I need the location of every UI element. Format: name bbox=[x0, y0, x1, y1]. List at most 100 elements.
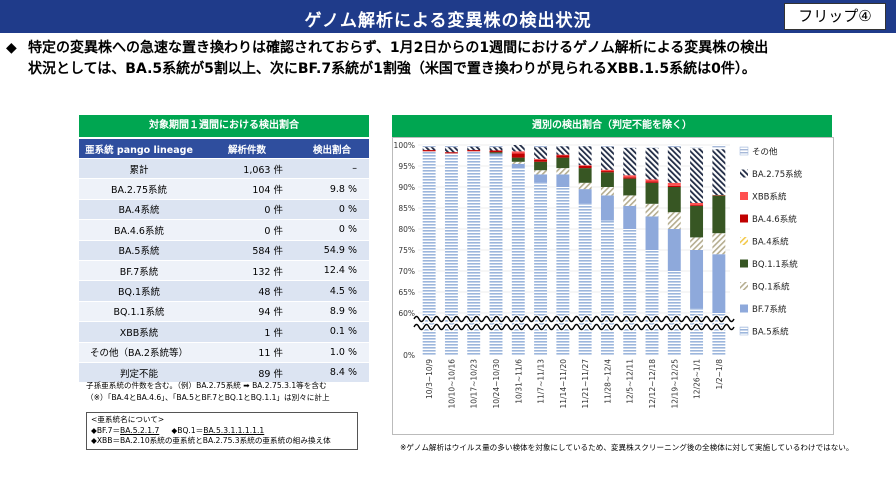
cell-count: 48 件 bbox=[199, 280, 295, 302]
bar-segment bbox=[444, 153, 458, 355]
bar-segment bbox=[556, 174, 570, 187]
x-tick-label: 10/31~11/6 bbox=[514, 359, 523, 404]
bar-segment bbox=[578, 203, 592, 355]
diamond-bullet-icon: ◆ bbox=[6, 40, 17, 56]
bar-segment bbox=[534, 174, 548, 183]
bar-segment bbox=[534, 159, 548, 162]
cell-lineage: BQ.1.1系統 bbox=[79, 300, 199, 322]
table-row: BA.2.75系統 104 件 9.8 % bbox=[79, 178, 369, 200]
legend-label: BF.7系統 bbox=[752, 304, 787, 315]
cell-ratio: 0.1 % bbox=[295, 321, 369, 343]
cell-ratio: 12.4 % bbox=[295, 259, 369, 281]
bar-segment bbox=[578, 189, 592, 204]
table-row: BA.5系統 584 件 54.9 % bbox=[79, 239, 369, 261]
legend-swatch bbox=[740, 237, 748, 245]
bar-segment bbox=[467, 150, 481, 152]
bar-segment bbox=[511, 163, 525, 169]
page-title: ゲノム解析による変異株の検出状況 bbox=[304, 11, 592, 31]
cell-count: 0 件 bbox=[199, 198, 295, 220]
bar-segment bbox=[600, 145, 614, 147]
bar-segment bbox=[578, 168, 592, 183]
bar-segment bbox=[556, 168, 570, 175]
legend-label: BQ.1系統 bbox=[752, 282, 790, 293]
bar-segment bbox=[534, 145, 548, 148]
col-header-lineage: 亜系統 pango lineage bbox=[79, 139, 199, 159]
bar-segment bbox=[511, 157, 525, 162]
legend-label: BQ.1.1系統 bbox=[752, 259, 798, 270]
y-tick-label: 100% bbox=[394, 141, 415, 150]
bar-segment bbox=[489, 155, 503, 355]
bar-segment bbox=[600, 195, 614, 221]
x-tick-label: 11/7~11/13 bbox=[537, 359, 546, 404]
bar-segment bbox=[690, 250, 704, 309]
bar-segment bbox=[422, 150, 436, 152]
bar-segment bbox=[489, 152, 503, 154]
cell-count: 1,063 件 bbox=[199, 157, 295, 179]
bar-segment bbox=[645, 179, 659, 182]
bar-segment bbox=[712, 149, 726, 195]
bar-segment bbox=[534, 182, 548, 355]
y-tick-label: 0% bbox=[403, 351, 415, 360]
flip-label: フリップ④ bbox=[784, 3, 886, 30]
x-tick-label: 12/5~12/11 bbox=[626, 359, 635, 404]
lineage-name-box: <亜系統名について> ◆BF.7＝BA.5.2.1.7 ◆BQ.1＝BA.5.3… bbox=[86, 412, 358, 450]
bar-segment bbox=[511, 168, 525, 355]
bar-segment bbox=[556, 154, 570, 156]
x-tick-label: 10/3~10/9 bbox=[425, 359, 434, 399]
bar-segment bbox=[623, 175, 637, 178]
chart-footnote: ※ゲノム解析はウイルス量の多い検体を対象にしているため、変異株スクリーニング後の… bbox=[400, 443, 854, 452]
table-row: BF.7系統 132 件 12.4 % bbox=[79, 259, 369, 281]
cell-count: 94 件 bbox=[199, 300, 295, 322]
axis-break-wave bbox=[413, 323, 735, 331]
namebox-title: <亜系統名について> bbox=[91, 415, 165, 424]
bar-segment bbox=[422, 151, 436, 355]
y-tick-label: 80% bbox=[398, 225, 415, 234]
bar-segment bbox=[600, 169, 614, 172]
x-tick-label: 10/10~10/16 bbox=[447, 359, 456, 409]
table-row: XBB系統 1 件 0.1 % bbox=[79, 321, 369, 343]
namebox-line-2: ◆XBB＝BA.2.10系統の亜系統とBA.2.75.3系統の亜系統の組み換え体 bbox=[91, 436, 331, 445]
bar-segment bbox=[645, 147, 659, 180]
bar-segment bbox=[712, 195, 726, 234]
bar-segment bbox=[600, 171, 614, 173]
bar-segment bbox=[578, 182, 592, 190]
x-tick-label: 12/12~12/18 bbox=[648, 359, 657, 409]
bar-segment bbox=[422, 145, 436, 148]
bar-segment bbox=[667, 185, 681, 187]
legend-swatch bbox=[739, 146, 749, 156]
legend-swatch bbox=[740, 169, 748, 178]
bar-segment bbox=[578, 145, 592, 147]
axis-break-wave bbox=[413, 315, 735, 323]
cell-ratio: 1.0 % bbox=[295, 341, 369, 363]
bar-segment bbox=[645, 147, 659, 148]
x-tick-label: 12/19~12/25 bbox=[670, 359, 679, 409]
note-1: 子孫亜系統の件数を含む。（例）BA.2.75系統 ➡ BA.2.75.3.1等を… bbox=[86, 381, 327, 390]
bar-segment bbox=[667, 182, 681, 186]
x-tick-label: 11/21~11/27 bbox=[581, 359, 590, 409]
bar-segment bbox=[534, 147, 548, 159]
bar-segment bbox=[690, 147, 704, 149]
table-row: 累計 1,063 件 – bbox=[79, 157, 369, 179]
legend-swatch bbox=[739, 326, 749, 336]
bar-segment bbox=[600, 146, 614, 170]
bar-segment bbox=[645, 182, 659, 204]
bar-segment bbox=[690, 202, 704, 206]
note-2: （※）「BA.4とBA.4.6」、「BA.5とBF.7とBQ.1とBQ.1.1」… bbox=[86, 393, 330, 402]
bar-segment bbox=[444, 147, 458, 153]
bar-segment bbox=[489, 147, 503, 151]
table-header-row: 亜系統 pango lineage 解析件数 検出割合 bbox=[79, 139, 369, 159]
legend-label: その他 bbox=[752, 147, 778, 158]
bar-segment bbox=[534, 161, 548, 171]
bar-segment bbox=[623, 178, 637, 196]
bar-segment bbox=[511, 151, 525, 154]
legend-swatch bbox=[740, 192, 748, 200]
table-row: その他（BA.2系統等） 11 件 1.0 % bbox=[79, 341, 369, 363]
cell-count: 1 件 bbox=[199, 321, 295, 343]
legend-label: BA.2.75系統 bbox=[752, 169, 803, 180]
bar-segment bbox=[623, 229, 637, 355]
intro-line-1: 特定の変異株への急速な置き換わりは確認されておらず、1月2日からの1週間における… bbox=[28, 40, 769, 56]
bar-segment bbox=[422, 147, 436, 151]
bar-segment bbox=[556, 157, 570, 169]
